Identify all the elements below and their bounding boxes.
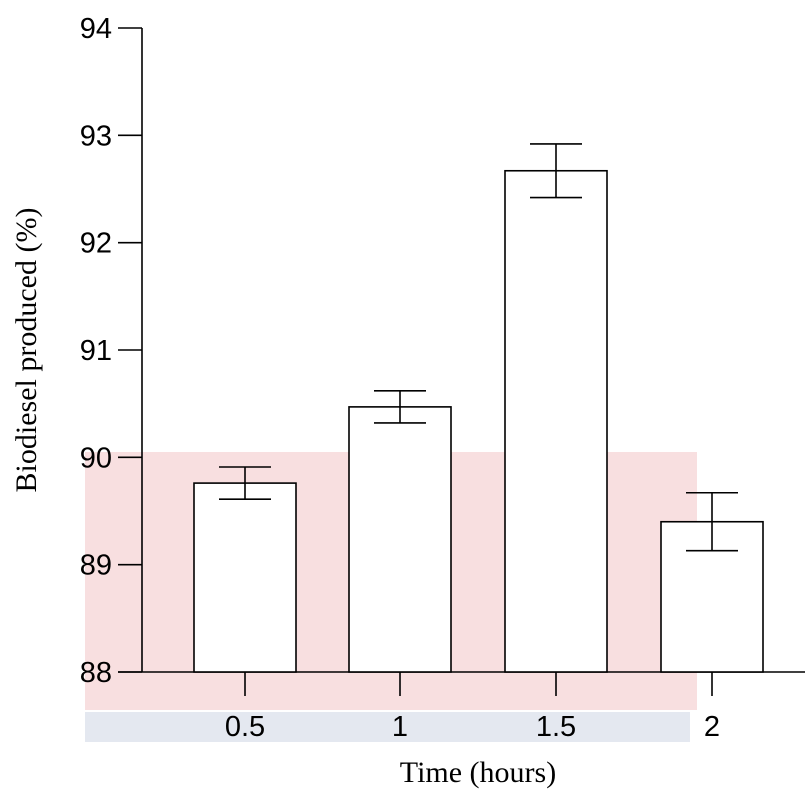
bar: [504, 169, 608, 673]
x-tick-label: 2: [704, 711, 720, 743]
y-tick-label: 91: [80, 335, 112, 367]
y-tick-label: 89: [80, 550, 112, 582]
y-tick-label: 94: [80, 13, 112, 45]
y-axis-label: Biodiesel produced (%): [10, 208, 43, 493]
y-tick-label: 92: [80, 228, 112, 260]
x-tick-label: 1.5: [536, 711, 576, 743]
bar: [348, 406, 452, 673]
x-tick-label: 0.5: [225, 711, 265, 743]
y-tick-label: 88: [80, 657, 112, 689]
watermark-band: [85, 712, 690, 742]
y-tick-label: 90: [80, 442, 112, 474]
y-tick-label: 93: [80, 120, 112, 152]
bar: [193, 482, 297, 673]
x-axis-label: Time (hours): [400, 756, 556, 789]
x-tick-label: 1: [392, 711, 408, 743]
